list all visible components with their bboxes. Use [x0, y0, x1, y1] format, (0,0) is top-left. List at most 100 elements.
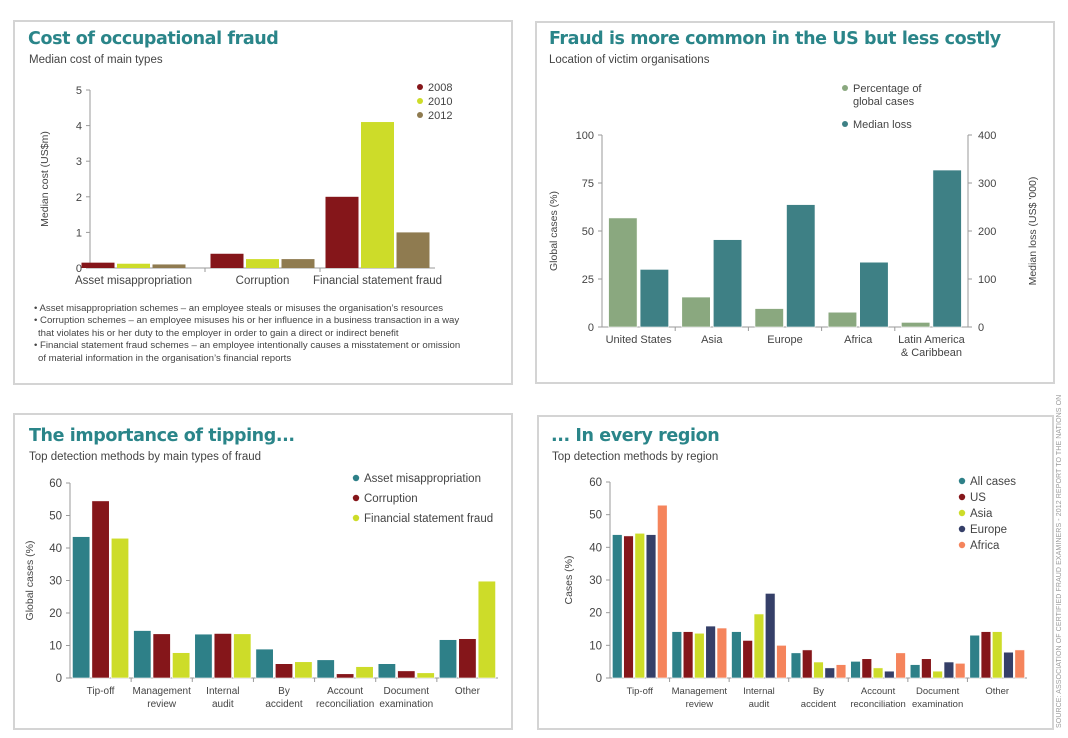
y-tick-label-right: 400 [978, 130, 996, 142]
bar [716, 627, 728, 679]
legend-marker [842, 121, 848, 127]
bar [623, 535, 634, 679]
bar [753, 613, 765, 679]
x-category-label: Document [383, 686, 429, 697]
bar [742, 640, 753, 679]
chart-subtitle-tipping: Top detection methods by main types of f… [29, 451, 262, 463]
bar [336, 673, 355, 679]
x-category-label: By [813, 686, 824, 697]
bar [901, 322, 931, 328]
legend-marker [958, 541, 966, 549]
x-category-label: accident [801, 699, 837, 710]
y-tick-label: 3 [76, 156, 82, 168]
x-category-label: Asia [701, 334, 723, 346]
y-tick-label-right: 100 [978, 274, 996, 286]
x-category-label: Tip-off [627, 686, 654, 697]
legend-marker [842, 85, 848, 91]
bar [992, 631, 1003, 679]
legend-marker [958, 509, 966, 517]
bar [397, 670, 416, 679]
x-category-label: Internal [206, 686, 239, 697]
y-axis-label: Global cases (%) [24, 541, 36, 621]
x-category-label: Tip-off [87, 686, 115, 697]
legend-label: 2010 [428, 96, 452, 108]
bar [194, 633, 213, 679]
bar [316, 659, 335, 679]
x-category-label: Internal [743, 686, 775, 697]
legend-marker [417, 112, 423, 118]
legend-marker [417, 98, 423, 104]
x-category-label: Document [916, 686, 960, 697]
bar [294, 661, 313, 679]
y-tick-label: 5 [76, 85, 82, 97]
y-tick-label: 40 [49, 543, 62, 555]
panel-cost-of-fraud [13, 20, 513, 385]
bar [657, 504, 668, 679]
y-axis-label: Median cost (US$m) [39, 131, 51, 227]
bar [790, 652, 802, 679]
y-tick-label: 0 [56, 673, 62, 685]
y-tick-label: 4 [76, 121, 82, 133]
bar [396, 232, 430, 268]
note-line: • Corruption schemes – an employee misus… [34, 315, 460, 327]
bar [921, 658, 932, 679]
note-line: • Asset misappropriation schemes – an em… [34, 303, 443, 314]
bar [954, 662, 966, 679]
legend-label: Asset misappropriation [364, 473, 481, 485]
bar [152, 264, 186, 268]
x-category-label: Management [133, 686, 192, 697]
bar [850, 661, 861, 679]
bar [152, 633, 171, 679]
bar [969, 634, 980, 679]
y-tick-label: 50 [589, 510, 602, 522]
bar [765, 593, 776, 679]
y-tick-label: 60 [589, 477, 602, 489]
x-category-label: examination [379, 699, 433, 710]
bar [72, 536, 91, 679]
y-tick-label: 10 [589, 640, 602, 652]
legend-label: Financial statement fraud [364, 513, 493, 525]
bar [712, 239, 743, 328]
x-category-label: Africa [844, 334, 873, 346]
x-category-label: By [278, 686, 290, 697]
chart-title-tipping: The importance of tipping... [29, 426, 295, 446]
legend-marker [352, 494, 360, 502]
bar [824, 667, 835, 679]
bar [932, 169, 962, 328]
note-line: • Financial statement fraud schemes – an… [34, 340, 461, 352]
bar [861, 658, 872, 679]
bar [117, 263, 150, 268]
bar [1014, 649, 1025, 679]
bar [361, 122, 394, 268]
y-tick-label: 2 [76, 192, 82, 204]
chart-notes-cost: • Asset misappropriation schemes – an em… [34, 303, 460, 365]
legend-marker [958, 525, 966, 533]
x-category-label: review [686, 699, 714, 710]
x-category-label: Financial statement fraud [313, 275, 442, 287]
chart-subtitle-location: Location of victim organisations [549, 54, 710, 66]
legend-marker [417, 84, 423, 90]
x-category-label: & Caribbean [901, 347, 962, 359]
chart-subtitle-region: Top detection methods by region [552, 451, 719, 463]
chart-title-location: Fraud is more common in the US but less … [549, 29, 1001, 49]
x-category-label: Other [985, 686, 1009, 697]
legend-marker [958, 477, 966, 485]
bar [835, 664, 847, 679]
y-tick-label: 0 [76, 263, 82, 275]
y-tick-label: 75 [582, 178, 594, 190]
chart-title-region: ... In every region [551, 426, 720, 446]
bar [786, 204, 816, 328]
bar [355, 666, 374, 679]
y-tick-label-right: 300 [978, 178, 996, 190]
bar [932, 670, 943, 679]
y-tick-label: 40 [589, 542, 602, 554]
y-tick-label: 0 [588, 322, 594, 334]
legend-label: Corruption [364, 493, 418, 505]
y-tick-label: 25 [582, 274, 594, 286]
bar [694, 632, 705, 679]
bar [943, 661, 955, 679]
bar [255, 648, 274, 679]
x-category-label: reconciliation [850, 699, 905, 710]
y-tick-label: 50 [49, 511, 62, 523]
